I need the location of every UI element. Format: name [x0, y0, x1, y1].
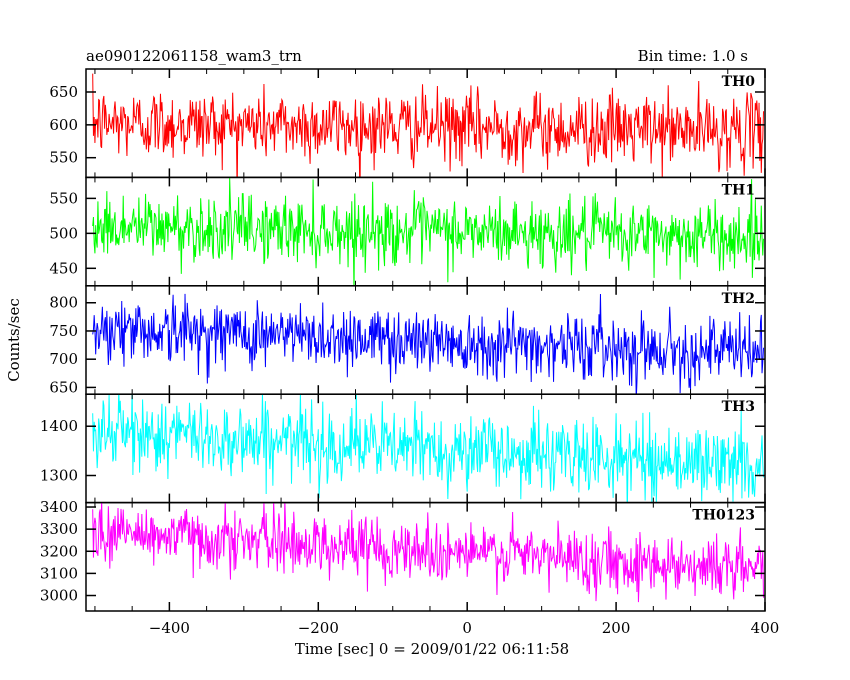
x-tick-label: 200 — [602, 619, 631, 637]
x-tick-label: −400 — [149, 619, 190, 637]
panel-frame — [85, 501, 766, 612]
x-tick-label: 0 — [462, 619, 472, 637]
y-tick-label: 650 — [49, 83, 78, 101]
series-line-th2 — [92, 293, 765, 395]
y-tick-label: 3000 — [40, 587, 78, 605]
y-tick-label: 800 — [49, 294, 78, 312]
y-axis-label: Counts/sec — [5, 298, 23, 382]
x-axis-label: Time [sec] 0 = 2009/01/22 06:11:58 — [295, 640, 569, 658]
y-tick-label: 550 — [49, 189, 78, 207]
y-tick-label: 3300 — [40, 520, 78, 538]
panel-th2: 650 700 750 800 TH2 — [49, 285, 766, 396]
y-tick-label: 3400 — [40, 498, 78, 516]
panel-th0: 550 600 650 TH0 — [49, 68, 766, 179]
y-tick-label: 650 — [49, 378, 78, 396]
panel-th0123: 3000 3100 3200 3300 3400 TH0123 — [40, 498, 766, 612]
y-tick-label: 1300 — [40, 467, 78, 485]
series-line-th1 — [92, 178, 765, 286]
y-tick-label: 3200 — [40, 542, 78, 560]
figure-title: ae090122061158_wam3_trn — [86, 47, 302, 65]
y-tick-label: 750 — [49, 322, 78, 340]
y-tick-label: 600 — [49, 116, 78, 134]
series-line-th0123 — [92, 502, 765, 603]
panel-th3: 1300 1400 TH3 — [40, 393, 766, 504]
panel-label-th0123: TH0123 — [692, 508, 755, 524]
x-tick-label: −200 — [298, 619, 339, 637]
y-tick-label: 1400 — [40, 417, 78, 435]
panel-label-th0: TH0 — [722, 74, 756, 90]
bin-time-label: Bin time: 1.0 s — [638, 47, 748, 65]
x-tick-label: 400 — [751, 619, 780, 637]
y-tick-label: 450 — [49, 259, 78, 277]
x-axis: −400 −200 0 200 400 — [149, 619, 780, 637]
y-tick-label: 700 — [49, 350, 78, 368]
y-tick-label: 550 — [49, 149, 78, 167]
series-line-th3 — [92, 394, 765, 503]
panel-th1: 450 500 550 TH1 — [49, 176, 766, 287]
panels-group: 550 600 650 TH0 450 500 550 TH1 650 700 750 800 TH2 1… — [40, 68, 766, 612]
panel-label-th3: TH3 — [722, 399, 755, 415]
panel-label-th1: TH1 — [722, 182, 755, 198]
y-tick-label: 3100 — [40, 564, 78, 582]
series-line-th0 — [92, 73, 765, 178]
panel-label-th2: TH2 — [722, 291, 755, 307]
y-tick-label: 500 — [49, 224, 78, 242]
